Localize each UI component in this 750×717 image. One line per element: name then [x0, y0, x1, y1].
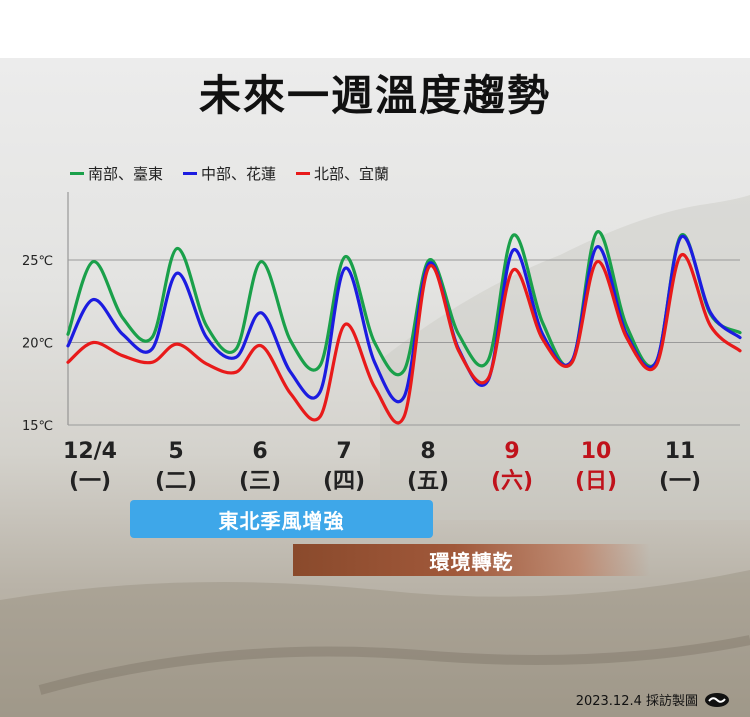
day-weekday-label: (一) [69, 469, 111, 494]
day-date-label: 7 [336, 439, 351, 464]
credit-text: 2023.12.4 採訪製圖 [575, 694, 698, 709]
day-date-label: 6 [252, 439, 267, 464]
day-weekday-label: (五) [407, 469, 449, 494]
day-date-label: 12/4 [63, 439, 117, 464]
legend-item: 中部、花蓮 [183, 163, 276, 184]
band-monsoon: 東北季風增強 [130, 500, 433, 538]
legend-item: 北部、宜蘭 [296, 163, 389, 184]
chart-legend: 南部、臺東 中部、花蓮 北部、宜蘭 [70, 163, 389, 184]
broadcaster-logo-icon [705, 692, 729, 707]
day-weekday-label: (二) [155, 469, 197, 494]
day-weekday-label: (六) [491, 469, 533, 494]
day-weekday-label: (一) [659, 469, 701, 494]
legend-swatch [296, 172, 311, 175]
day-weekday-label: (三) [239, 469, 281, 494]
legend-label: 中部、花蓮 [201, 165, 277, 183]
legend-label: 北部、宜蘭 [314, 165, 390, 183]
temperature-chart: 25℃ 20℃ 15℃ 12/4 (一) 5 (二) 6 (三) 7 (四) 8 (五) 9 (六) 10 (日… [22, 192, 742, 494]
day-date-label: 9 [504, 439, 519, 464]
footer-credit: 2023.12.4 採訪製圖 [576, 690, 730, 709]
legend-swatch [70, 172, 84, 175]
series-line-1 [66, 234, 742, 404]
legend-swatch [183, 172, 198, 175]
day-weekday-label: (四) [323, 469, 365, 494]
day-weekday-label: (日) [575, 469, 617, 494]
legend-label: 南部、臺東 [88, 165, 164, 183]
day-date-label: 10 [581, 439, 612, 464]
band-drying: 環境轉乾 [293, 544, 650, 576]
series-line-2 [66, 253, 742, 425]
legend-item: 南部、臺東 [70, 163, 163, 184]
day-date-label: 8 [420, 439, 435, 464]
day-date-label: 11 [665, 439, 696, 464]
page-title: 未來一週溫度趨勢 [198, 71, 551, 120]
y-tick-label: 25℃ [22, 254, 53, 269]
series-line-0 [66, 230, 742, 377]
y-tick-label: 20℃ [22, 337, 53, 352]
y-tick-label: 15℃ [22, 419, 53, 434]
day-date-label: 5 [168, 439, 183, 464]
